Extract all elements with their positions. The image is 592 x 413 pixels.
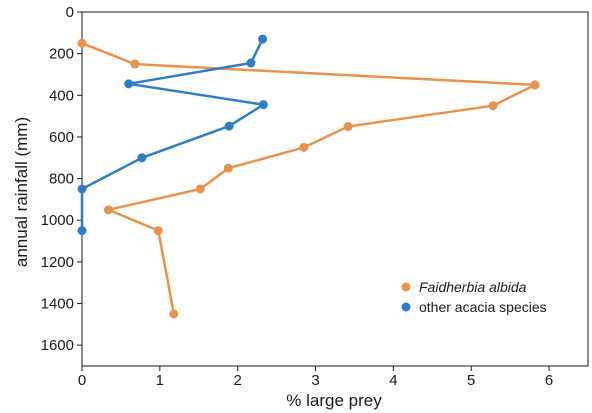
data-point — [224, 121, 234, 131]
y-tick-label: 1200 — [41, 254, 74, 271]
data-point — [77, 184, 87, 194]
data-point — [124, 79, 134, 89]
data-point — [488, 101, 498, 111]
data-point — [223, 163, 233, 173]
plot-frame — [81, 11, 589, 367]
y-tick-label: 1600 — [41, 337, 74, 354]
y-tick-label: 600 — [49, 129, 74, 146]
series-1 — [77, 34, 268, 236]
legend-marker — [401, 282, 411, 292]
x-tick-label: 1 — [156, 372, 164, 389]
data-point — [299, 142, 309, 152]
x-tick-label: 5 — [467, 372, 475, 389]
axes: 0 1 2 3 4 5 6 0 200 400 600 800 1000 1200 1400 1600 — [41, 4, 589, 389]
data-point — [258, 34, 268, 44]
x-axis-label: % large prey — [286, 391, 382, 410]
legend-label: Faidherbia albida — [419, 279, 527, 295]
x-tick-label: 2 — [234, 372, 242, 389]
data-point — [77, 226, 87, 236]
x-tick-label: 4 — [389, 372, 397, 389]
y-axis-label: annual rainfall (mm) — [12, 117, 31, 267]
x-tick-label: 6 — [545, 372, 553, 389]
x-tick-label: 0 — [78, 372, 86, 389]
x-tick-label: 3 — [311, 372, 319, 389]
data-point — [246, 58, 256, 68]
legend-label: other acacia species — [419, 299, 547, 315]
legend: Faidherbia albida other acacia species — [401, 279, 547, 315]
legend-marker — [401, 302, 411, 312]
data-point — [169, 309, 179, 319]
data-point — [153, 226, 163, 236]
y-tick-label: 800 — [49, 171, 74, 188]
data-point — [77, 38, 87, 48]
data-point — [130, 59, 140, 69]
y-tick-label: 200 — [49, 46, 74, 63]
data-point — [137, 153, 147, 163]
y-tick-label: 400 — [49, 87, 74, 104]
series-line — [81, 42, 537, 315]
y-tick-label: 1400 — [41, 296, 74, 313]
data-point — [195, 184, 205, 194]
series-layer — [77, 34, 540, 319]
data-point — [103, 205, 113, 215]
data-point — [258, 100, 268, 110]
y-tick-label: 0 — [66, 4, 74, 21]
data-point — [343, 122, 353, 132]
data-point — [530, 80, 540, 90]
series-line — [80, 38, 265, 231]
series-0 — [77, 38, 540, 319]
y-tick-label: 1000 — [41, 212, 74, 229]
